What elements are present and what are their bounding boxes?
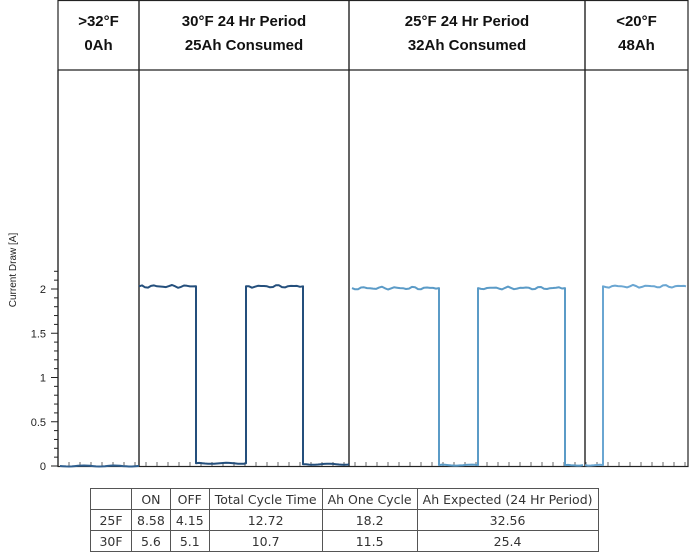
period-header-3-line1: 25°F 24 Hr Period — [405, 13, 529, 30]
y-axis: 0 0.5 1 1.5 2 Current Draw [A] — [8, 70, 59, 473]
y-tick-label: 0.5 — [31, 417, 46, 429]
table-cell: 12.72 — [208, 509, 323, 531]
y-tick-label: 0 — [40, 461, 46, 473]
period-header-1-line2: 0Ah — [84, 37, 112, 54]
trace-20F — [584, 283, 687, 467]
period-header-2-line1: 30°F 24 Hr Period — [182, 13, 306, 30]
table-cell: 8.58 — [131, 509, 171, 531]
table-header-cell: OFF — [169, 488, 210, 510]
y-tick-label: 1.5 — [31, 328, 46, 340]
table-cell: 18.2 — [321, 509, 418, 531]
table-cell: 10.7 — [208, 530, 323, 552]
table-header-cell: Ah Expected (24 Hr Period) — [416, 488, 599, 510]
period-header-4-line2: 48Ah — [618, 37, 655, 54]
period-header-1-line1: >32°F — [78, 13, 119, 30]
y-tick-label: 1 — [40, 373, 46, 385]
period-header-2-line2: 25Ah Consumed — [185, 37, 303, 54]
table-cell: 5.1 — [169, 530, 210, 552]
period-header-4-line1: <20°F — [616, 13, 657, 30]
table-cell: 5.6 — [131, 530, 171, 552]
table-row: 25F 8.58 4.15 12.72 18.2 32.56 — [90, 509, 599, 531]
period-headers: >32°F 0Ah 30°F 24 Hr Period 25Ah Consumed 25… — [78, 13, 657, 54]
table-cell: 11.5 — [321, 530, 418, 552]
y-axis-label: Current Draw [A] — [8, 233, 19, 308]
table-row: 30F 5.6 5.1 10.7 11.5 25.4 — [90, 530, 599, 552]
table-cell: 30F — [90, 530, 132, 552]
table-header-row: ON OFF Total Cycle Time Ah One Cycle Ah Expe… — [90, 488, 599, 510]
current-draw-chart: >32°F 0Ah 30°F 24 Hr Period 25Ah Consumed 25… — [8, 0, 689, 473]
table-header-cell: Total Cycle Time — [208, 488, 323, 510]
table-header-cell — [90, 488, 132, 510]
trace-32F — [59, 464, 139, 468]
cycle-summary-table: ON OFF Total Cycle Time Ah One Cycle Ah Expe… — [90, 488, 599, 552]
trace-30F — [138, 284, 350, 466]
trace-25F — [351, 285, 584, 467]
table-cell: 25F — [90, 509, 132, 531]
table-cell: 32.56 — [416, 509, 599, 531]
chart-frame — [57, 0, 689, 468]
current-traces — [59, 283, 687, 468]
table-header-cell: Ah One Cycle — [321, 488, 418, 510]
table-cell: 25.4 — [416, 530, 599, 552]
y-tick-label: 2 — [40, 284, 46, 296]
table-header-cell: ON — [131, 488, 171, 510]
period-header-3-line2: 32Ah Consumed — [408, 37, 526, 54]
table-cell: 4.15 — [169, 509, 210, 531]
